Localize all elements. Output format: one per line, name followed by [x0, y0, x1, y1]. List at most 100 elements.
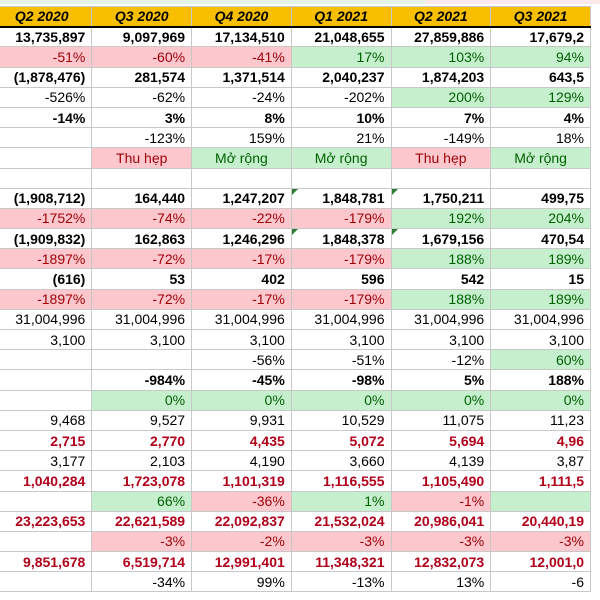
table-cell[interactable]: 4% [490, 106, 591, 129]
table-cell[interactable]: -1897% [0, 248, 93, 270]
table-cell[interactable]: -45% [191, 369, 292, 391]
table-cell[interactable]: 542 [390, 268, 492, 290]
table-cell[interactable]: (1,878,476) [0, 66, 93, 88]
table-cell[interactable]: 13,735,897 [0, 26, 93, 48]
table-cell[interactable]: 2,770 [91, 429, 193, 452]
table-cell[interactable]: -12% [390, 349, 492, 371]
table-cell[interactable]: 0% [290, 389, 392, 411]
table-cell[interactable]: 20,440,19 [490, 510, 591, 532]
table-cell[interactable]: -3% [390, 530, 492, 553]
table-cell[interactable] [0, 389, 93, 411]
table-cell[interactable]: 4,190 [191, 450, 292, 472]
table-cell[interactable]: 2,103 [91, 450, 193, 472]
table-cell[interactable]: -36% [191, 490, 292, 512]
table-cell[interactable]: 99% [191, 571, 292, 593]
table-cell[interactable]: 11,348,321 [290, 551, 392, 573]
table-cell[interactable]: 31,004,996 [290, 308, 392, 331]
table-cell[interactable]: 27,859,886 [390, 26, 492, 48]
table-cell[interactable]: 31,004,996 [390, 308, 492, 331]
table-cell[interactable]: 1,101,319 [191, 470, 292, 492]
table-cell[interactable]: -56% [191, 349, 292, 371]
table-cell[interactable]: -3% [290, 530, 392, 553]
table-cell[interactable]: 17% [290, 46, 392, 68]
table-cell[interactable]: -72% [91, 248, 193, 270]
table-cell[interactable]: 281,574 [91, 66, 193, 88]
table-cell[interactable]: -149% [390, 127, 492, 149]
header-cell-q2-2021[interactable]: Q2 2021 [390, 5, 492, 28]
table-cell[interactable]: 189% [490, 288, 591, 310]
table-cell[interactable]: 164,440 [91, 187, 193, 209]
table-cell[interactable]: 188% [390, 288, 492, 310]
table-cell[interactable]: 11,075 [390, 409, 492, 431]
table-cell[interactable]: 3% [91, 106, 193, 129]
table-cell[interactable]: 66% [91, 490, 193, 512]
table-cell[interactable] [0, 490, 93, 512]
header-cell-q4-2020[interactable]: Q4 2020 [191, 5, 292, 28]
table-cell[interactable]: 9,527 [91, 409, 193, 431]
table-cell[interactable]: Mở rộng [191, 147, 292, 169]
table-cell[interactable]: 204% [490, 207, 591, 230]
table-cell[interactable]: 23,223,653 [0, 510, 93, 532]
table-cell[interactable]: 0% [390, 389, 492, 411]
table-cell[interactable]: -14% [0, 106, 93, 129]
table-cell[interactable]: -51% [0, 46, 93, 68]
table-cell[interactable]: 21,048,655 [290, 26, 392, 48]
table-cell[interactable] [0, 349, 93, 371]
header-cell-q2-2020[interactable]: Q2 2020 [0, 5, 93, 28]
table-cell[interactable]: 3,100 [390, 328, 492, 351]
table-cell[interactable]: 162,863 [91, 228, 193, 250]
table-cell[interactable]: 2,715 [0, 429, 93, 452]
table-cell[interactable]: -3% [490, 530, 591, 553]
table-cell[interactable]: 189% [490, 248, 591, 270]
table-cell[interactable]: -202% [290, 86, 392, 108]
table-cell[interactable] [0, 147, 93, 169]
table-cell[interactable]: 15 [490, 268, 591, 290]
table-cell[interactable]: 17,679,2 [490, 26, 591, 48]
table-cell[interactable]: -98% [290, 369, 392, 391]
table-cell[interactable]: -179% [290, 288, 392, 310]
table-cell[interactable]: 31,004,996 [490, 308, 591, 331]
table-cell[interactable]: 0% [191, 389, 292, 411]
table-cell[interactable]: 13% [390, 571, 492, 593]
table-cell[interactable]: 1,848,378 [290, 228, 392, 250]
table-cell[interactable]: 31,004,996 [0, 308, 93, 331]
table-cell[interactable]: 22,621,589 [91, 510, 193, 532]
table-cell[interactable]: 596 [290, 268, 392, 290]
table-cell[interactable]: 1,679,156 [390, 228, 492, 250]
table-cell[interactable]: 1,723,078 [91, 470, 193, 492]
table-cell[interactable]: 188% [390, 248, 492, 270]
table-cell[interactable]: 0% [91, 389, 193, 411]
table-cell[interactable]: Thu hẹp [390, 147, 492, 169]
table-cell[interactable]: 9,097,969 [91, 26, 193, 48]
header-cell-q1-2021[interactable]: Q1 2021 [290, 5, 392, 28]
table-cell[interactable] [490, 490, 591, 512]
table-cell[interactable]: 159% [191, 127, 292, 149]
table-cell[interactable] [91, 349, 193, 371]
table-cell[interactable] [0, 571, 93, 593]
table-cell[interactable]: Thu hẹp [91, 147, 193, 169]
table-cell[interactable] [390, 167, 492, 189]
table-cell[interactable]: 129% [490, 86, 591, 108]
table-cell[interactable]: 470,54 [490, 228, 591, 250]
table-cell[interactable]: 31,004,996 [91, 308, 193, 331]
table-cell[interactable]: 12,991,401 [191, 551, 292, 573]
table-cell[interactable]: -6 [490, 571, 591, 593]
table-cell[interactable]: 2,040,237 [290, 66, 392, 88]
table-cell[interactable]: -72% [91, 288, 193, 310]
table-cell[interactable]: -24% [191, 86, 292, 108]
table-cell[interactable]: 10% [290, 106, 392, 129]
table-cell[interactable] [490, 167, 591, 189]
table-cell[interactable]: 9,851,678 [0, 551, 93, 573]
table-cell[interactable]: 20,986,041 [390, 510, 492, 532]
table-cell[interactable]: -51% [290, 349, 392, 371]
table-cell[interactable]: 1,111,5 [490, 470, 591, 492]
header-cell-q3-2021[interactable]: Q3 2021 [490, 5, 591, 28]
table-cell[interactable]: -17% [191, 288, 292, 310]
table-cell[interactable]: 3,100 [290, 328, 392, 351]
table-cell[interactable]: 1,874,203 [390, 66, 492, 88]
table-cell[interactable]: 21,532,024 [290, 510, 392, 532]
table-cell[interactable]: 402 [191, 268, 292, 290]
table-cell[interactable]: 17,134,510 [191, 26, 292, 48]
table-cell[interactable]: 1,040,284 [0, 470, 93, 492]
table-cell[interactable]: Mở rộng [490, 147, 591, 169]
